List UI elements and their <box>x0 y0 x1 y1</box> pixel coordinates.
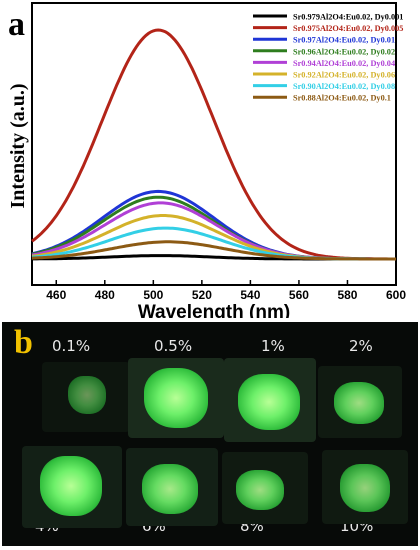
sample-tile-8 <box>222 452 308 524</box>
concentration-label-0-1: 0.1% <box>52 337 91 355</box>
chart-svg: 460 480 500 520 540 560 580 600 Wavelength (nm) I… <box>7 2 406 323</box>
legend-label-4: Sr0.94Al2O4:Eu0.02, Dy0.04 <box>293 59 395 68</box>
x-tick-label: 560 <box>289 288 309 302</box>
legend-label-6: Sr0.90Al2O4:Eu0.02, Dy0.08 <box>293 82 395 91</box>
sample-glow-6 <box>142 464 198 514</box>
concentration-label-1: 1% <box>261 337 285 355</box>
x-tick-label: 500 <box>143 288 163 302</box>
x-tick-label: 580 <box>337 288 357 302</box>
sample-tile-0-1 <box>42 362 130 432</box>
concentration-label-2: 2% <box>349 337 373 355</box>
x-tick-label: 460 <box>46 288 66 302</box>
x-tick-label: 480 <box>95 288 115 302</box>
legend-label-3: Sr0.96Al2O4:Eu0.02, Dy0.02 <box>293 47 395 56</box>
x-axis-label: Wavelength (nm) <box>138 302 290 318</box>
x-tick-label: 520 <box>192 288 212 302</box>
sample-glow-8 <box>236 470 284 510</box>
sample-tile-0-5 <box>128 358 224 438</box>
legend-label-2: Sr0.97Al2O4:Eu0.02, Dy0.01 <box>293 36 395 45</box>
sample-tile-6 <box>126 448 218 526</box>
legend-label-7: Sr0.88Al2O4:Eu0.02, Dy0.1 <box>293 94 391 103</box>
sample-glow-0-1 <box>68 376 106 414</box>
series-line-7 <box>31 240 396 261</box>
sample-tile-10 <box>322 450 408 524</box>
panel-label-b: b <box>14 324 33 361</box>
sample-glow-0-5 <box>144 368 208 428</box>
sample-tile-1 <box>224 358 316 442</box>
sample-tile-2 <box>318 366 402 438</box>
sample-glow-2 <box>334 382 384 424</box>
phosphor-photo-panel: b 0.1% 0.5% 1% 2% 4% 6% 8% 10% <box>2 322 418 546</box>
panel-label-a: a <box>8 6 25 43</box>
sample-glow-10 <box>340 464 390 512</box>
sample-glow-1 <box>238 374 300 430</box>
sample-tile-4 <box>22 446 122 528</box>
legend-label-5: Sr0.92Al2O4:Eu0.02, Dy0.06 <box>293 71 395 80</box>
legend-label-1: Sr0.975Al2O4:Eu0.02, Dy0.005 <box>293 24 403 33</box>
emission-spectra-chart: a 460 480 500 520 540 560 580 600 Wavelength (nm… <box>7 2 406 323</box>
concentration-label-0-5: 0.5% <box>154 337 193 355</box>
x-tick-label: 600 <box>386 288 406 302</box>
y-axis-label: Intensity (a.u.) <box>7 83 29 208</box>
sample-glow-4 <box>40 456 102 516</box>
plot-frame <box>31 2 397 286</box>
legend-label-0: Sr0.979Al2O4:Eu0.02, Dy0.001 <box>293 13 403 22</box>
x-tick-label: 540 <box>240 288 260 302</box>
